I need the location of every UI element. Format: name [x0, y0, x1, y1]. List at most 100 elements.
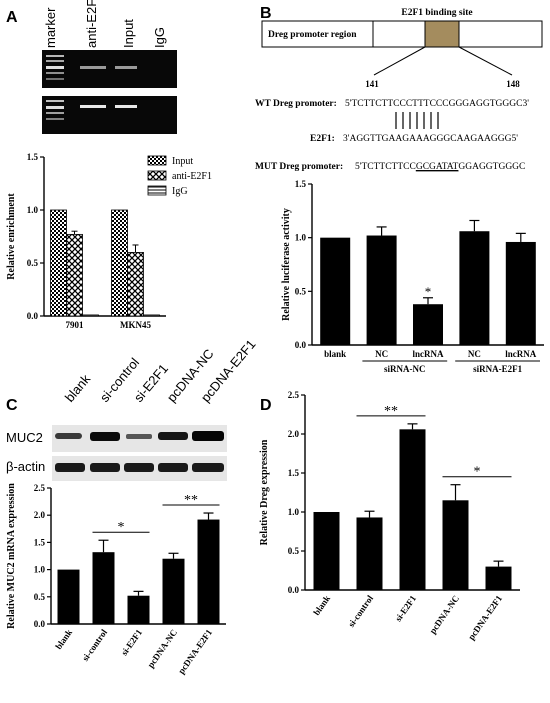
y-tick-label: 0.0	[34, 619, 46, 629]
position-start: 141	[365, 79, 379, 89]
y-tick-label: 0.5	[27, 258, 39, 268]
western-blot-actin	[52, 456, 227, 481]
promoter-region-label: Dreg promoter region	[268, 30, 357, 40]
bar	[442, 500, 469, 590]
blot-band	[124, 463, 154, 472]
group-label: siRNA-NC	[384, 364, 426, 374]
position-end: 148	[506, 79, 520, 89]
bar	[399, 429, 426, 590]
gel-band	[115, 105, 137, 108]
binding-site-box	[424, 20, 460, 48]
y-tick-label: 1.0	[27, 205, 39, 215]
blot-band	[192, 431, 224, 441]
y-tick-label: 0.5	[34, 592, 46, 602]
panel-b: B E2F1 binding site Dreg promoter region…	[255, 5, 544, 374]
bar	[320, 237, 351, 345]
marker-band	[46, 106, 64, 109]
marker-band	[46, 66, 64, 69]
gel-lower	[42, 96, 177, 134]
x-tick-label: pcDNA-NC	[427, 593, 461, 635]
y-tick-label: 0.0	[288, 585, 300, 595]
significance-star: *	[118, 520, 125, 535]
x-tick-label: pcDNA-E2F1	[176, 627, 214, 676]
legend-swatch	[147, 155, 167, 166]
blot-band	[90, 463, 120, 472]
gel-lane-label: IgG	[152, 27, 167, 48]
bar	[127, 595, 150, 624]
x-tick-label: si-control	[346, 593, 375, 629]
x-tick-label: si-E2F1	[119, 627, 144, 657]
y-tick-label: 2.0	[34, 510, 46, 520]
mut-sequence: 5'TCTTCTTCCGCGATATGGAGGTGGGC	[355, 162, 525, 172]
bar	[413, 304, 443, 345]
gel-band	[80, 105, 106, 108]
bar	[143, 314, 160, 317]
blot-lane-labels: blank si-control si-E2F1 pcDNA-NC pcDNA-…	[62, 337, 259, 405]
y-axis-label: Relative luciferase activity	[281, 208, 292, 321]
blot-band	[158, 463, 188, 472]
y-tick-label: 0.0	[295, 340, 307, 350]
western-blot-muc2	[52, 425, 227, 452]
panel-a: A marker anti-E2F1 Input IgG	[6, 0, 212, 330]
bar	[57, 569, 80, 624]
y-tick-label: 0.5	[295, 286, 307, 296]
legend-swatch	[147, 185, 167, 196]
blot-label-muc2: MUC2	[6, 430, 43, 445]
y-axis-label: Relative MUC2 mRNA expression	[6, 483, 17, 629]
y-tick-label: 2.5	[34, 483, 46, 493]
chart-d: 0.0 0.5 1.0 1.5 2.0 2.5 Relative Dreg expressi…	[259, 390, 520, 642]
bar	[485, 566, 512, 590]
blot-band	[126, 434, 152, 439]
blot-lane-label: pcDNA-E2F1	[198, 337, 259, 405]
marker-band	[46, 55, 64, 57]
bar	[66, 233, 83, 317]
x-tick-label: blank	[53, 627, 74, 651]
y-tick-label: 1.0	[295, 233, 307, 243]
significance-star: *	[474, 465, 481, 480]
x-tick-label: 7901	[66, 320, 85, 330]
y-tick-label: 1.5	[27, 152, 39, 162]
chart-c: 0.0 0.5 1.0 1.5 2.0 2.5 Relative MUC2 mRNA exp…	[6, 483, 226, 676]
promoter-box	[261, 20, 543, 48]
bar	[111, 209, 128, 317]
panel-a-letter: A	[6, 9, 18, 26]
bar	[127, 251, 144, 317]
x-tick-label: blank	[311, 593, 332, 617]
y-tick-label: 2.0	[288, 429, 300, 439]
marker-band	[46, 72, 64, 74]
x-tick-label: si-E2F1	[393, 593, 418, 623]
panel-c-letter: C	[6, 397, 18, 414]
wt-label: WT Dreg promoter:	[255, 99, 337, 109]
sequence-pairing-lines	[395, 112, 439, 129]
y-tick-label: 1.5	[288, 468, 300, 478]
y-tick-label: 1.0	[288, 507, 300, 517]
gel-lane-labels: marker anti-E2F1 Input IgG	[43, 0, 167, 48]
bar	[50, 209, 67, 317]
y-axis-label: Relative Dreg expression	[259, 439, 270, 545]
x-tick-label: NC	[468, 349, 481, 359]
blot-lane-label: blank	[62, 371, 94, 405]
chart-a: 0.0 0.5 1.0 1.5 Relative enrichment 7901 MKN45…	[6, 152, 212, 330]
mut-label: MUT Dreg promoter:	[255, 162, 343, 172]
blot-band	[192, 463, 224, 472]
x-tick-label: MKN45	[120, 320, 151, 330]
gel-lane-label: anti-E2F1	[84, 0, 99, 48]
blot-band	[55, 433, 82, 439]
panel-d-letter: D	[260, 397, 272, 414]
legend-label: Input	[172, 156, 193, 167]
marker-band	[46, 60, 64, 62]
x-tick-label: pcDNA-NC	[145, 627, 179, 669]
y-tick-label: 1.5	[295, 179, 307, 189]
y-tick-label: 0.0	[27, 311, 39, 321]
x-tick-label: lncRNA	[413, 349, 444, 359]
blot-label-actin: β-actin	[6, 459, 45, 474]
x-tick-label: pcDNA-E2F1	[466, 593, 504, 642]
gel-upper	[42, 50, 177, 88]
binding-site-label: E2F1 binding site	[401, 8, 472, 18]
significance-star: **	[184, 493, 198, 508]
significance-star: **	[384, 404, 398, 419]
y-tick-label: 0.5	[288, 546, 300, 556]
bar	[366, 235, 397, 345]
x-tick-label: lncRNA	[505, 349, 536, 359]
marker-band	[46, 112, 64, 114]
